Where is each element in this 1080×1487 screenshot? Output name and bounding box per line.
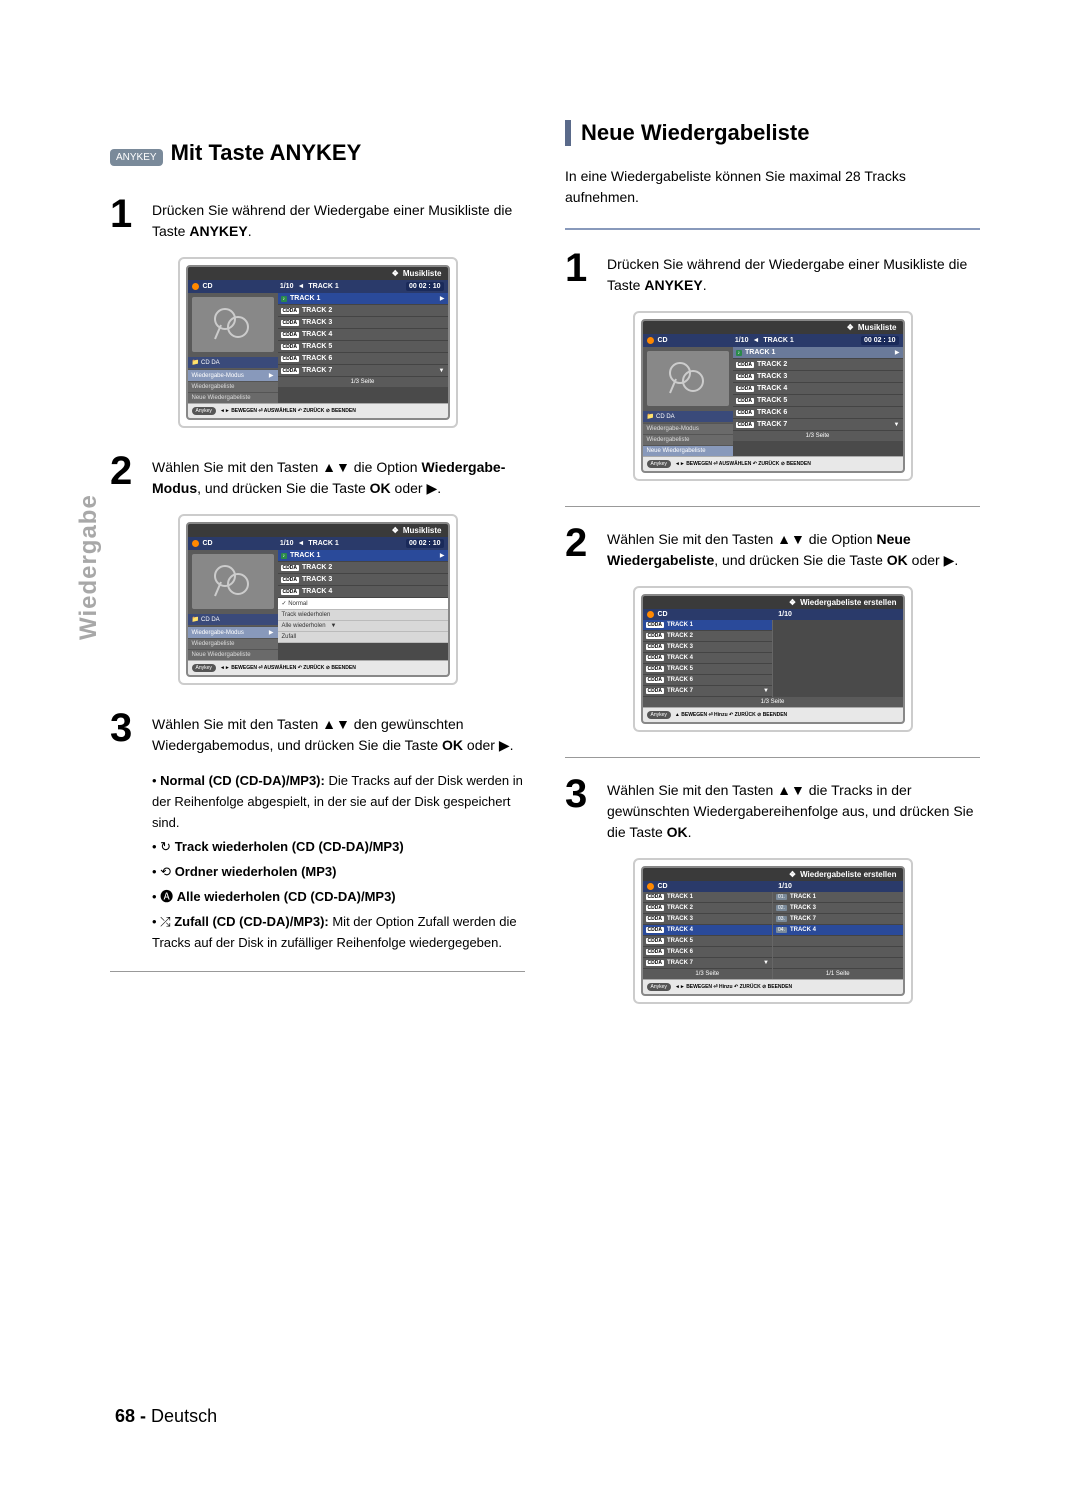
right-heading: Neue Wiedergabeliste [565, 120, 980, 146]
right-screenshot-3: ❖Wiedergabeliste erstellen CD 1/10 CDDAT… [633, 858, 913, 1004]
left-heading: ANYKEY Mit Taste ANYKEY [110, 140, 525, 166]
left-step-2: 2 Wählen Sie mit den Tasten ▲▼ die Optio… [110, 453, 525, 499]
heading-playlist: Neue Wiedergabeliste [581, 120, 809, 146]
bullet-list: Normal (CD (CD-DA)/MP3): Die Tracks auf … [152, 771, 525, 953]
left-step-3: 3 Wählen Sie mit den Tasten ▲▼ den gewün… [110, 710, 525, 756]
step-text: Wählen Sie mit den Tasten ▲▼ die Option … [607, 525, 980, 571]
anykey-badge: ANYKEY [110, 149, 163, 166]
right-column: Neue Wiedergabeliste In eine Wiedergabel… [565, 120, 980, 1029]
step-number: 1 [565, 250, 597, 296]
left-screenshot-1: ❖Musikliste CD 1/10 ◄TRACK 1 00 02 : 10 … [178, 257, 458, 428]
right-step-2: 2 Wählen Sie mit den Tasten ▲▼ die Optio… [565, 525, 980, 571]
step-number: 3 [565, 776, 597, 843]
right-screenshot-2: ❖Wiedergabeliste erstellen CD 1/10 CDDAT… [633, 586, 913, 732]
step-text: Drücken Sie während der Wiedergabe einer… [152, 196, 525, 242]
step-text: Wählen Sie mit den Tasten ▲▼ die Tracks … [607, 776, 980, 843]
right-screenshot-1: ❖Musikliste CD 1/10 ◄TRACK 1 00 02 : 10 … [633, 311, 913, 481]
left-step-1: 1 Drücken Sie während der Wiedergabe ein… [110, 196, 525, 242]
step-number: 3 [110, 710, 142, 756]
left-column: ANYKEY Mit Taste ANYKEY 1 Drücken Sie wä… [110, 120, 525, 1029]
step-number: 2 [565, 525, 597, 571]
side-tab: Wiedergabe [75, 494, 103, 640]
page-footer: 68 - Deutsch [115, 1406, 217, 1427]
intro-text: In eine Wiedergabeliste können Sie maxim… [565, 166, 980, 208]
step-number: 2 [110, 453, 142, 499]
right-step-3: 3 Wählen Sie mit den Tasten ▲▼ die Track… [565, 776, 980, 843]
step-number: 1 [110, 196, 142, 242]
divider [565, 506, 980, 507]
heading-anykey: Mit Taste ANYKEY [171, 140, 362, 166]
page-columns: ANYKEY Mit Taste ANYKEY 1 Drücken Sie wä… [110, 120, 980, 1029]
divider [565, 228, 980, 230]
left-screenshot-2: ❖Musikliste CD 1/10 ◄TRACK 1 00 02 : 10 … [178, 514, 458, 685]
divider [110, 971, 525, 972]
step-text: Wählen Sie mit den Tasten ▲▼ die Option … [152, 453, 525, 499]
step-text: Drücken Sie während der Wiedergabe einer… [607, 250, 980, 296]
divider [565, 757, 980, 758]
step-text: Wählen Sie mit den Tasten ▲▼ den gewünsc… [152, 710, 525, 756]
right-step-1: 1 Drücken Sie während der Wiedergabe ein… [565, 250, 980, 296]
